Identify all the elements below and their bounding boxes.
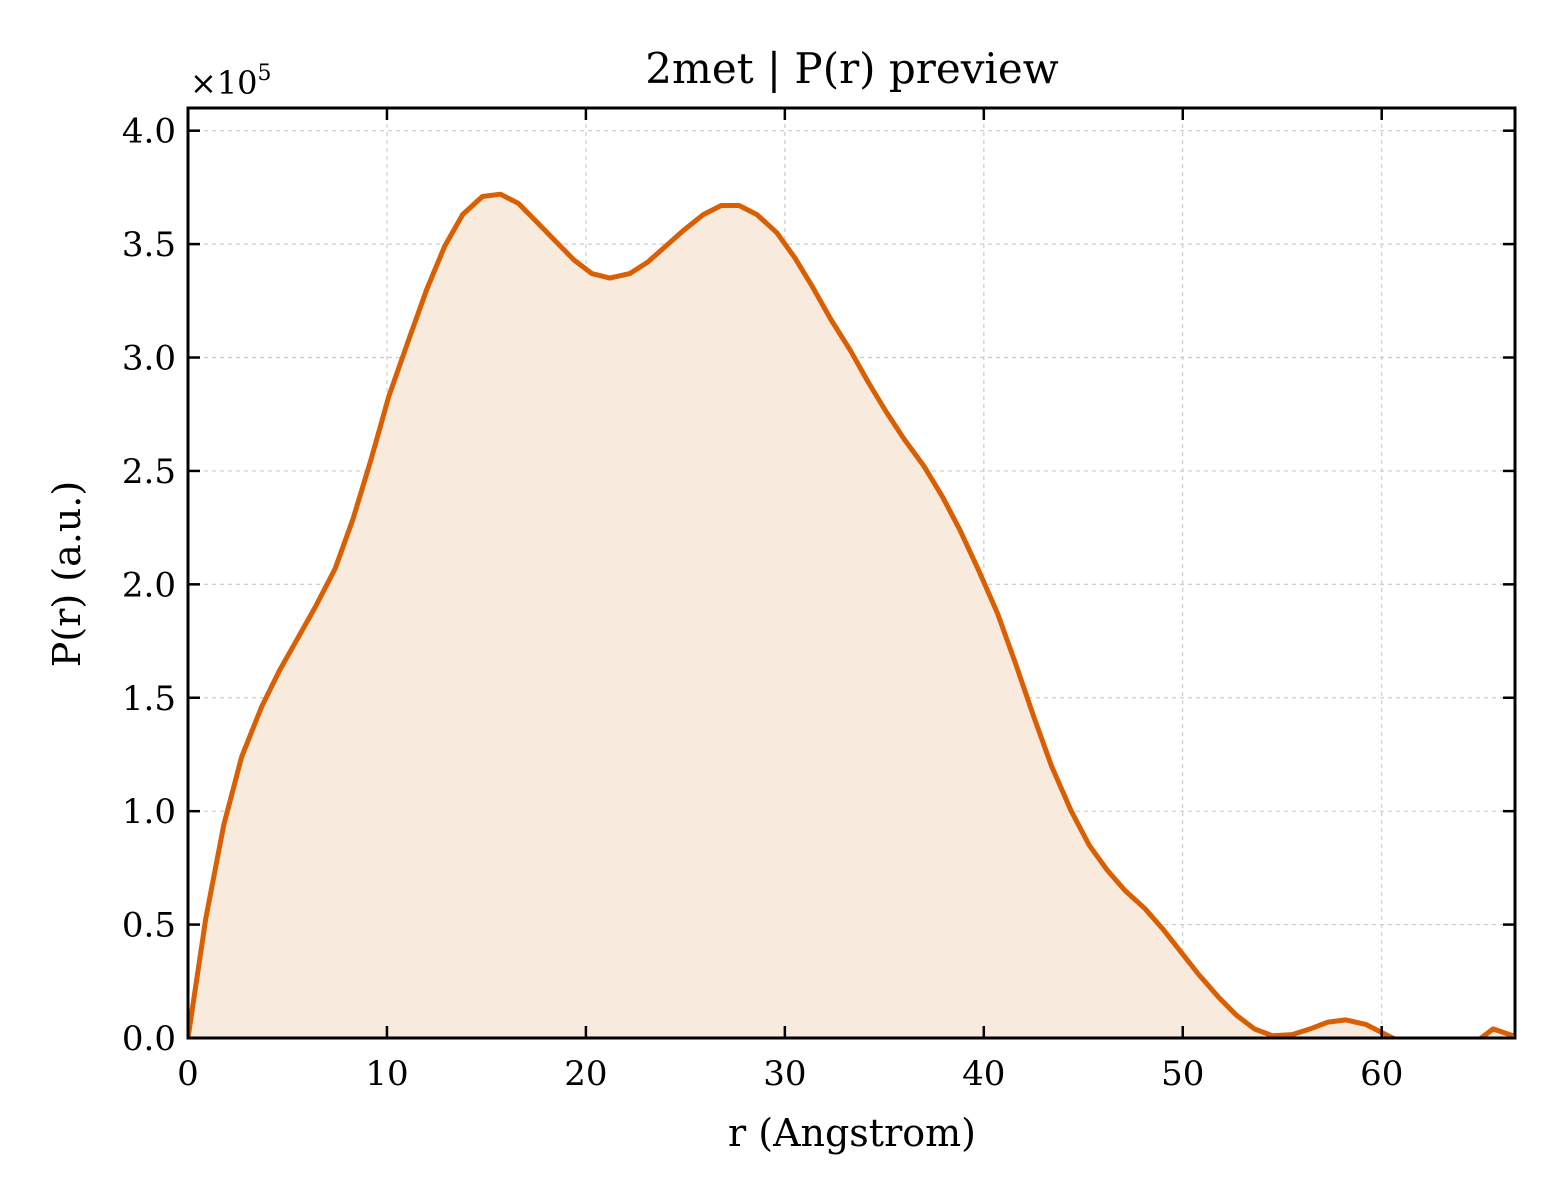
x-tick-label: 40	[962, 1054, 1005, 1094]
y-tick-label: 2.5	[122, 452, 176, 492]
x-tick-label: 30	[763, 1054, 806, 1094]
y-multiplier-exponent: 5	[258, 61, 272, 86]
y-tick-label: 3.0	[122, 339, 176, 379]
x-tick-label: 10	[365, 1054, 408, 1094]
x-tick-label: 0	[177, 1054, 199, 1094]
y-tick-label: 4.0	[122, 112, 176, 152]
y-axis-title: P(r) (a.u.)	[45, 481, 89, 667]
y-tick-label: 1.5	[122, 679, 176, 719]
y-tick-label: 1.0	[122, 792, 176, 832]
y-axis-multiplier: ×105	[190, 61, 272, 102]
y-multiplier-base: ×10	[190, 64, 258, 102]
x-tick-label: 20	[564, 1054, 607, 1094]
x-tick-label: 60	[1360, 1054, 1403, 1094]
x-tick-label: 50	[1161, 1054, 1204, 1094]
area-fill	[188, 194, 1513, 1038]
data-layer	[188, 191, 1514, 1038]
series-line	[188, 191, 1514, 1038]
plot-frame	[186, 106, 1517, 1040]
y-tick-label: 2.0	[122, 565, 176, 605]
y-tick-label: 3.5	[122, 225, 176, 265]
y-tick-label: 0.5	[122, 906, 176, 946]
y-tick-label: 0.0	[122, 1019, 176, 1059]
x-axis-title: r (Angstrom)	[728, 1111, 976, 1155]
chart-title: 2met | P(r) preview	[645, 44, 1058, 93]
ticks: 0 10 20 30 40 50 60 0.0 0.5 1.0 1.5 2.0 2.5 3.0 3.5 4.0	[122, 108, 1515, 1094]
